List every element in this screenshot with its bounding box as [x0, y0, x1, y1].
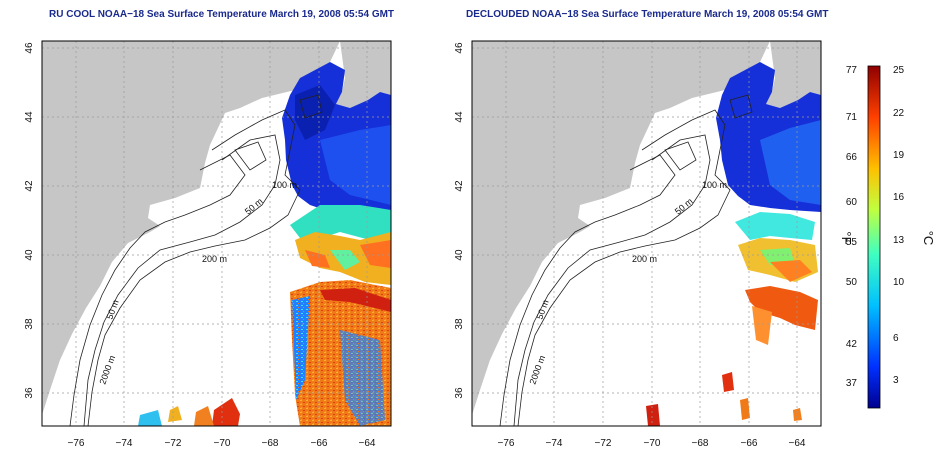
- colorbar-celsius-ticks: 25 22 19 16 13 10 6 3: [893, 65, 905, 386]
- svg-text:38: 38: [24, 318, 35, 330]
- svg-text:40: 40: [454, 249, 465, 261]
- svg-text:10: 10: [893, 277, 905, 288]
- svg-text:−70: −70: [214, 438, 231, 449]
- svg-text:44: 44: [24, 111, 35, 123]
- svg-text:−68: −68: [692, 438, 709, 449]
- colorbar: 77 71 66 60 55 50 42 37 25 22 19 16 13 1…: [839, 65, 936, 409]
- svg-text:42: 42: [846, 339, 858, 350]
- svg-text:−72: −72: [595, 438, 612, 449]
- svg-text:38: 38: [454, 318, 465, 330]
- graticule: [42, 41, 391, 426]
- svg-text:71: 71: [846, 112, 858, 123]
- svg-text:16: 16: [893, 192, 905, 203]
- contour-label-200m: 200 m: [202, 254, 227, 264]
- svg-text:−66: −66: [741, 438, 758, 449]
- sst-shelf-front: [735, 212, 815, 240]
- svg-text:−74: −74: [116, 438, 133, 449]
- svg-text:−64: −64: [789, 438, 806, 449]
- svg-text:19: 19: [893, 150, 905, 161]
- svg-text:−70: −70: [644, 438, 661, 449]
- svg-text:−64: −64: [359, 438, 376, 449]
- svg-text:37: 37: [846, 378, 858, 389]
- land-mass: [472, 41, 770, 415]
- svg-text:36: 36: [24, 387, 35, 399]
- land-nova-scotia: [766, 41, 821, 108]
- svg-text:50: 50: [846, 277, 858, 288]
- svg-text:40: 40: [24, 249, 35, 261]
- right-axes: 46 44 42 40 38 36 −76 −74 −72 −70 −68 −6…: [454, 42, 806, 449]
- svg-text:13: 13: [893, 235, 905, 246]
- svg-text:55: 55: [846, 237, 858, 248]
- contour-label-100m: 100 m: [702, 180, 727, 190]
- bathymetry-contours: [499, 94, 753, 427]
- fahrenheit-unit-label: °F: [839, 231, 854, 244]
- right-map-panel: 50 m 100 m 200 m 50 m 2000 m 46 44 42 40…: [454, 40, 822, 449]
- sst-shelf-front: [290, 205, 391, 240]
- sst-gulf-stream: [745, 286, 818, 330]
- svg-text:77: 77: [846, 65, 858, 76]
- celsius-unit-label: °C: [921, 231, 936, 246]
- svg-text:−66: −66: [311, 438, 328, 449]
- left-axes: 46 44 42 40 38 36 −76 −74 −72 −70 −68 −6…: [24, 42, 376, 449]
- svg-text:42: 42: [454, 180, 465, 192]
- colorbar-scale: [867, 65, 881, 409]
- svg-text:66: 66: [846, 152, 858, 163]
- map-frame: [41, 40, 392, 427]
- svg-text:−68: −68: [262, 438, 279, 449]
- svg-text:6: 6: [893, 333, 899, 344]
- contour-label-100m: 100 m: [272, 180, 297, 190]
- svg-text:36: 36: [454, 387, 465, 399]
- map-frame: [471, 40, 822, 427]
- svg-text:42: 42: [24, 180, 35, 192]
- svg-text:−74: −74: [546, 438, 563, 449]
- bathymetry-contours: [69, 94, 323, 427]
- left-map-panel: 50 m 100 m 200 m 50 m 2000 m 46 44 42 40…: [24, 40, 392, 449]
- svg-text:46: 46: [454, 42, 465, 54]
- contour-label-200m: 200 m: [632, 254, 657, 264]
- svg-text:−72: −72: [165, 438, 182, 449]
- svg-text:44: 44: [454, 111, 465, 123]
- graticule: [472, 41, 821, 426]
- svg-text:60: 60: [846, 197, 858, 208]
- svg-text:−76: −76: [68, 438, 85, 449]
- svg-text:25: 25: [893, 65, 905, 76]
- svg-text:3: 3: [893, 375, 899, 386]
- svg-text:22: 22: [893, 108, 905, 119]
- land-mass: [42, 41, 340, 415]
- colorbar-fahrenheit-ticks: 77 71 66 60 55 50 42 37: [846, 65, 858, 389]
- right-map-title: DECLOUDED NOAA−18 Sea Surface Temperatur…: [466, 9, 829, 20]
- left-map-title: RU COOL NOAA−18 Sea Surface Temperature …: [49, 9, 395, 20]
- land-nova-scotia: [336, 41, 391, 108]
- svg-text:−76: −76: [498, 438, 515, 449]
- svg-text:46: 46: [24, 42, 35, 54]
